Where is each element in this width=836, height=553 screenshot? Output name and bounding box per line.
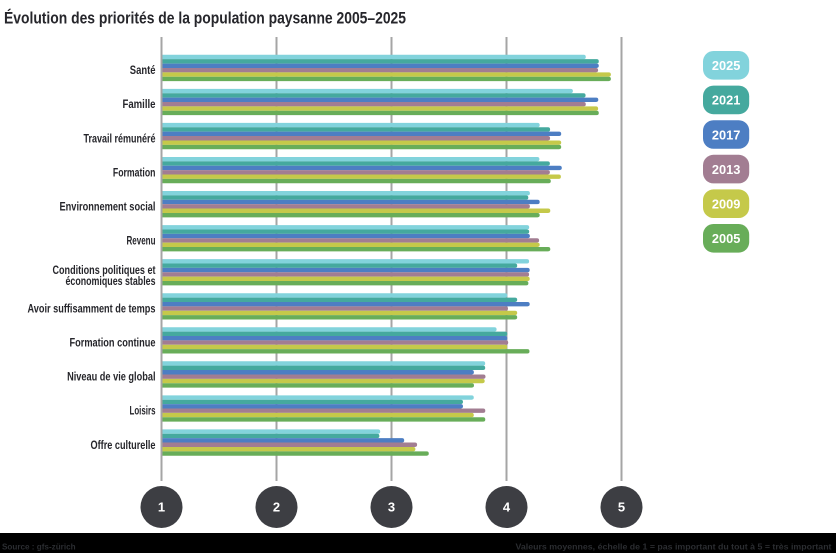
svg-text:2: 2 xyxy=(273,500,280,515)
svg-text:2017: 2017 xyxy=(712,127,741,142)
svg-text:économiques stables: économiques stables xyxy=(66,274,156,288)
svg-text:Revenu: Revenu xyxy=(127,233,156,247)
svg-text:Formation continue: Formation continue xyxy=(70,336,156,350)
svg-text:Environnement social: Environnement social xyxy=(60,199,156,213)
svg-text:Travail rémunéré: Travail rémunéré xyxy=(84,131,156,145)
svg-text:2005: 2005 xyxy=(712,231,741,246)
svg-text:1: 1 xyxy=(158,500,165,515)
svg-text:Formation: Formation xyxy=(113,165,156,179)
svg-text:2013: 2013 xyxy=(712,162,741,177)
svg-text:Conditions politiques et: Conditions politiques et xyxy=(53,263,156,277)
svg-text:Famille: Famille xyxy=(123,97,156,111)
svg-text:4: 4 xyxy=(503,500,511,515)
svg-text:2025: 2025 xyxy=(712,58,741,73)
svg-text:Avoir suffisamment de temps: Avoir suffisamment de temps xyxy=(28,302,156,316)
svg-text:2021: 2021 xyxy=(712,93,741,108)
svg-text:5: 5 xyxy=(618,500,625,515)
svg-text:Évolution des priorités de la: Évolution des priorités de la population… xyxy=(4,8,406,27)
svg-text:Loisirs: Loisirs xyxy=(130,404,156,418)
svg-text:Source : gfs-zürich: Source : gfs-zürich xyxy=(2,542,76,552)
svg-text:Santé: Santé xyxy=(130,63,156,77)
svg-text:3: 3 xyxy=(388,500,395,515)
svg-text:2009: 2009 xyxy=(712,197,741,212)
svg-text:Offre culturelle: Offre culturelle xyxy=(91,438,156,452)
svg-text:Valeurs moyennes, échelle de 1: Valeurs moyennes, échelle de 1 = pas imp… xyxy=(516,542,832,552)
svg-text:Niveau de vie global: Niveau de vie global xyxy=(67,370,155,384)
